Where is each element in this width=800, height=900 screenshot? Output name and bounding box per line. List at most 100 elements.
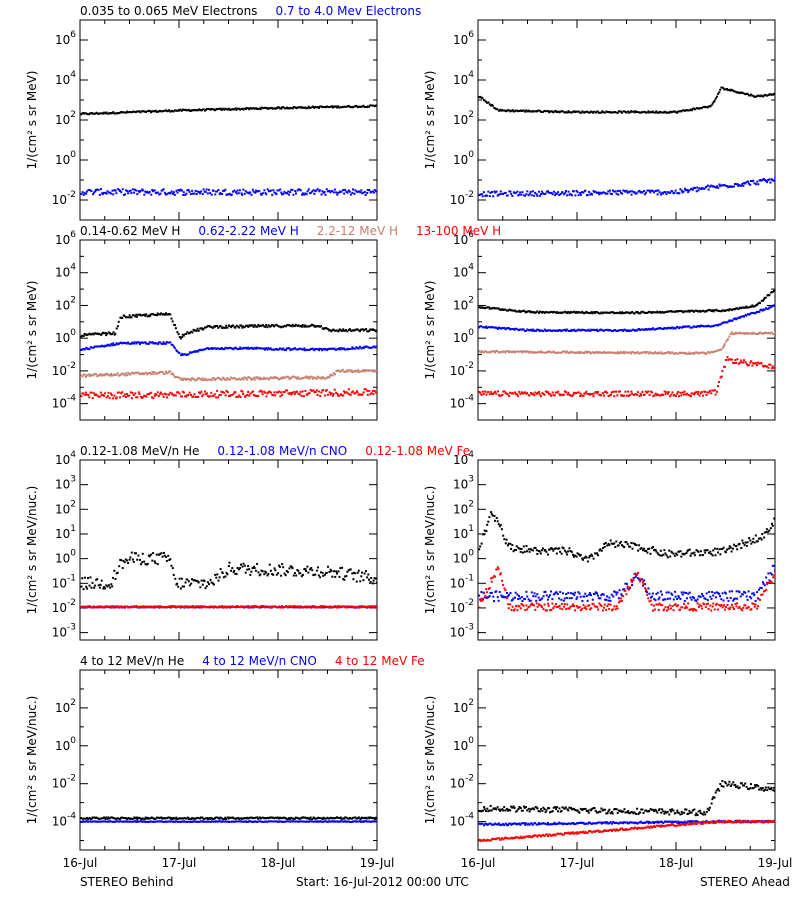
data-point [534, 391, 537, 394]
data-point [647, 189, 650, 192]
data-point [362, 104, 365, 107]
data-point [229, 108, 232, 111]
data-point [249, 392, 252, 395]
legend-entry: 2.2-12 MeV H [317, 224, 398, 238]
data-point [693, 551, 696, 554]
data-point [639, 312, 642, 315]
data-point [575, 351, 578, 354]
data-point [604, 311, 607, 314]
data-point [124, 372, 127, 375]
data-point [594, 391, 597, 393]
data-point [684, 393, 687, 396]
data-point [740, 332, 743, 335]
data-point [221, 391, 224, 394]
data-point [507, 607, 510, 610]
data-point [333, 605, 335, 608]
data-point [516, 593, 519, 596]
data-point [190, 330, 193, 333]
data-point [507, 603, 510, 606]
data-point [360, 575, 363, 578]
data-point [101, 345, 104, 348]
data-point [366, 576, 369, 579]
data-point [173, 347, 176, 350]
data-point [340, 394, 343, 397]
data-point [184, 581, 187, 584]
data-point [248, 347, 251, 350]
data-point [131, 371, 134, 374]
data-point [692, 186, 695, 189]
data-point [715, 591, 718, 594]
data-point [494, 575, 497, 578]
data-point [153, 110, 156, 113]
data-point [591, 602, 594, 605]
data-point [511, 351, 514, 354]
data-point [350, 605, 353, 608]
data-point [526, 595, 529, 598]
data-point [551, 193, 554, 196]
data-point [366, 192, 369, 194]
data-point [738, 184, 741, 187]
data-point [346, 191, 349, 194]
data-point [744, 591, 747, 594]
data-point [263, 390, 266, 393]
data-point [699, 550, 702, 553]
data-point [226, 391, 229, 394]
data-point [116, 325, 119, 328]
data-point [335, 191, 338, 194]
data-point [577, 110, 580, 113]
data-point [299, 390, 302, 393]
y-tick-label: 104 [453, 263, 474, 280]
data-point [712, 350, 715, 353]
data-point [243, 564, 246, 567]
data-point [613, 190, 616, 193]
data-point [318, 190, 321, 193]
data-point [107, 605, 110, 608]
data-point [484, 100, 487, 103]
data-point [213, 347, 216, 350]
data-point [528, 394, 531, 397]
data-point [152, 372, 155, 375]
data-point [676, 597, 679, 600]
data-point [343, 578, 346, 581]
data-point [319, 605, 322, 608]
data-point [641, 390, 644, 393]
data-point [323, 605, 326, 608]
data-point [153, 371, 156, 374]
data-point [542, 595, 545, 598]
data-point [710, 553, 713, 555]
data-point [293, 572, 296, 574]
data-point [266, 377, 269, 380]
data-point [370, 104, 373, 107]
data-point [594, 329, 597, 332]
data-point [240, 324, 243, 327]
data-point [587, 393, 590, 395]
data-point [105, 192, 108, 195]
data-point [209, 192, 212, 195]
data-point [112, 576, 114, 579]
data-point [186, 394, 189, 397]
data-point [305, 325, 308, 328]
data-point [217, 396, 220, 399]
data-point [273, 348, 276, 351]
data-point [208, 395, 210, 398]
data-point [211, 108, 214, 111]
data-point [625, 189, 628, 192]
legend-entry: 0.12-1.08 MeV/n CNO [217, 444, 347, 458]
data-point [601, 392, 604, 395]
data-point [234, 572, 237, 575]
data-point [108, 397, 111, 400]
data-point [646, 311, 649, 314]
data-point [246, 347, 249, 350]
data-point [640, 111, 643, 114]
data-point [511, 309, 514, 312]
data-point [257, 324, 260, 326]
data-point [503, 596, 506, 599]
data-point [549, 350, 551, 353]
data-point [176, 376, 178, 379]
data-point [643, 110, 646, 113]
data-point [744, 361, 747, 364]
data-point [669, 395, 672, 398]
data-point [276, 189, 279, 192]
data-point [124, 558, 127, 561]
data-point [290, 325, 293, 328]
